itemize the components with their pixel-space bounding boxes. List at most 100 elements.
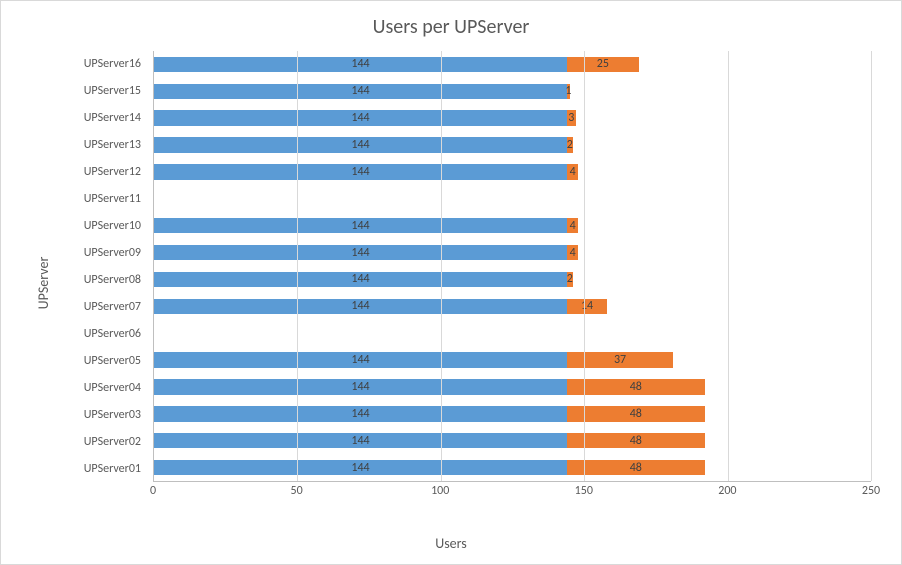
bar-row: 1443 — [154, 105, 871, 132]
grid-line — [584, 51, 585, 481]
bar-segment-series1: 144 — [154, 433, 567, 449]
bar-segment-series1: 144 — [154, 57, 567, 73]
bar-segment-series2: 48 — [567, 406, 705, 422]
y-category-label: UPServer10 — [61, 213, 147, 240]
bar-value-label: 48 — [630, 434, 642, 448]
bar-value-label: 144 — [351, 461, 369, 475]
bar-segment-series2: 4 — [567, 245, 578, 261]
bar-value-label: 48 — [630, 380, 642, 394]
bar-value-label: 2 — [567, 138, 573, 152]
x-tick-label: 50 — [291, 484, 303, 498]
y-axis-title: UPServer — [35, 256, 52, 309]
bar-value-label: 144 — [351, 138, 369, 152]
bar-value-label: 48 — [630, 461, 642, 475]
y-category-label: UPServer04 — [61, 374, 147, 401]
bar-row: 144 4 — [154, 212, 871, 239]
chart-title: Users per UPServer — [1, 1, 901, 45]
y-category-label: UPServer12 — [61, 159, 147, 186]
bar-segment-series2: 4 — [567, 164, 578, 180]
bar-value-label: 144 — [351, 272, 369, 286]
chart-container: Users per UPServer UPServer Users UPServ… — [0, 0, 902, 565]
bar-value-label: 144 — [351, 57, 369, 71]
bar-segment-series2: 25 — [567, 57, 639, 73]
grid-line — [297, 51, 298, 481]
bar-segment-series1: 144 — [154, 406, 567, 422]
grid-line — [441, 51, 442, 481]
bar-value-label: 48 — [630, 407, 642, 421]
bar-row: 144 25 — [154, 51, 871, 78]
bar-segment-series2: 4 — [567, 218, 578, 234]
bar-value-label: 3 — [568, 111, 574, 125]
bar-row: 1441 — [154, 78, 871, 105]
bar-value-label: 144 — [351, 407, 369, 421]
bar-segment-series1: 144 — [154, 352, 567, 368]
bar-row: 144 48 — [154, 374, 871, 401]
bar-value-label: 2 — [567, 272, 573, 286]
y-category-label: UPServer15 — [61, 78, 147, 105]
bar-row: 144 2 — [154, 266, 871, 293]
bar-segment-series1: 144 — [154, 245, 567, 261]
plot-wrap: UPServer01UPServer02UPServer03UPServer04… — [61, 51, 881, 504]
bar-value-label: 144 — [351, 380, 369, 394]
y-category-label: UPServer06 — [61, 320, 147, 347]
bar-segment-series1: 144 — [154, 137, 567, 153]
bar-row: 144 48 — [154, 454, 871, 481]
y-category-label: UPServer05 — [61, 347, 147, 374]
bar-segment-series2: 37 — [567, 352, 673, 368]
y-category-label: UPServer14 — [61, 105, 147, 132]
bar-value-label: 144 — [351, 219, 369, 233]
x-tick-label: 0 — [150, 484, 156, 498]
bar-value-label: 14 — [581, 299, 593, 313]
bar-row: 144 48 — [154, 427, 871, 454]
bar-value-label: 1 — [565, 84, 571, 98]
y-category-label: UPServer08 — [61, 267, 147, 294]
bar-row: 144 4 — [154, 239, 871, 266]
bar-segment-series2: 3 — [567, 110, 576, 126]
bar-value-label: 144 — [351, 246, 369, 260]
bar-row — [154, 185, 871, 212]
bar-segment-series2: 48 — [567, 379, 705, 395]
bar-value-label: 144 — [351, 165, 369, 179]
bar-segment-series2: 14 — [567, 299, 607, 315]
bar-segment-series2: 1 — [567, 84, 570, 100]
x-tick-label: 150 — [575, 484, 593, 498]
bar-value-label: 25 — [597, 57, 609, 71]
y-category-label: UPServer09 — [61, 240, 147, 267]
bar-segment-series2: 2 — [567, 137, 573, 153]
x-tick-label: 100 — [431, 484, 449, 498]
bar-value-label: 144 — [351, 353, 369, 367]
bar-value-label: 4 — [570, 165, 576, 179]
y-category-label: UPServer13 — [61, 132, 147, 159]
bar-segment-series2: 48 — [567, 433, 705, 449]
bar-segment-series1: 144 — [154, 272, 567, 288]
x-axis-title: Users — [435, 535, 467, 552]
y-category-label: UPServer16 — [61, 51, 147, 78]
x-axis-ticks: 050100150200250 — [153, 482, 871, 504]
y-category-label: UPServer07 — [61, 293, 147, 320]
x-tick-label: 250 — [862, 484, 880, 498]
y-category-label: UPServer11 — [61, 186, 147, 213]
bar-segment-series1: 144 — [154, 110, 567, 126]
bar-row: 144 2 — [154, 132, 871, 159]
bar-value-label: 4 — [570, 219, 576, 233]
plot-area: 1444814448144481444814437144141442144414… — [153, 51, 871, 482]
y-category-label: UPServer01 — [61, 455, 147, 482]
bar-value-label: 37 — [614, 353, 626, 367]
bar-value-label: 144 — [351, 299, 369, 313]
bar-row: 144 4 — [154, 159, 871, 186]
bar-row: 144 37 — [154, 347, 871, 374]
y-category-label: UPServer03 — [61, 401, 147, 428]
grid-line — [871, 51, 872, 481]
bar-row: 144 48 — [154, 400, 871, 427]
bar-value-label: 144 — [351, 434, 369, 448]
bar-value-label: 4 — [570, 246, 576, 260]
bar-segment-series1: 144 — [154, 299, 567, 315]
x-tick-label: 200 — [718, 484, 736, 498]
bar-segment-series1: 144 — [154, 218, 567, 234]
y-category-label: UPServer02 — [61, 428, 147, 455]
bar-segment-series2: 48 — [567, 460, 705, 476]
grid-line — [728, 51, 729, 481]
bar-segment-series1: 144 — [154, 84, 567, 100]
bar-segment-series2: 2 — [567, 272, 573, 288]
bar-row: 144 14 — [154, 293, 871, 320]
